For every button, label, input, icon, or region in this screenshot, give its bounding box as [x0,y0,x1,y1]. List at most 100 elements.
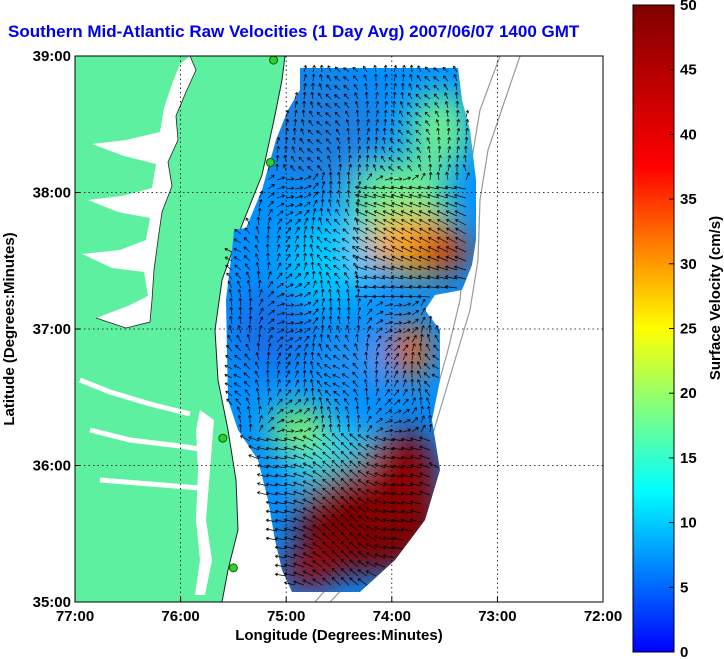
velocity-arrow [454,210,467,217]
velocity-arrow [238,306,243,316]
velocity-arrow [321,315,326,325]
velocity-arrow [357,146,362,154]
velocity-arrow [436,136,441,145]
velocity-arrow [265,518,278,523]
velocity-arrow [417,379,422,388]
velocity-arrow [248,297,253,307]
velocity-arrow [302,369,307,379]
velocity-arrow [381,185,395,190]
velocity-arrow [276,418,285,424]
velocity-arrow [419,436,431,442]
velocity-arrow [238,315,242,325]
velocity-arrow [357,560,368,568]
velocity-arrow [375,127,379,136]
velocity-arrow [427,405,431,415]
velocity-arrow [340,532,350,541]
velocity-arrow [411,426,419,433]
velocity-arrow [365,100,370,109]
velocity-arrow [366,435,377,442]
velocity-arrow [415,121,422,127]
velocity-arrow [435,284,449,289]
velocity-arrow [324,228,332,235]
velocity-arrow [312,289,318,298]
velocity-arrow [234,264,242,271]
velocity-arrow [393,65,398,73]
velocity-arrow [420,307,426,316]
velocity-arrow [437,145,442,154]
velocity-arrow [300,128,305,136]
velocity-arrow [434,334,440,343]
velocity-arrow [255,352,260,361]
velocity-arrow [274,455,287,460]
velocity-arrow [406,111,413,118]
velocity-arrow [374,369,379,379]
velocity-arrow [399,101,404,109]
velocity-arrow [383,518,395,523]
velocity-arrow [419,481,431,487]
sound-water [195,410,214,595]
velocity-arrow [274,437,287,442]
velocity-arrow [333,390,341,397]
velocity-arrow [364,91,369,100]
velocity-arrow [293,526,305,532]
velocity-arrow [266,378,270,388]
velocity-arrow [316,380,323,388]
velocity-arrow [336,415,341,424]
velocity-arrow [267,334,273,343]
velocity-arrow [400,500,413,505]
velocity-arrow [399,185,413,190]
velocity-arrow [311,342,316,352]
velocity-arrow [383,536,395,541]
velocity-arrow [373,246,386,253]
velocity-arrow [346,306,351,316]
velocity-arrow [402,361,407,370]
velocity-arrow [322,523,332,532]
velocity-arrow [424,76,431,82]
velocity-arrow [337,423,341,433]
radar-station-marker [265,157,275,167]
velocity-arrow [307,157,314,163]
velocity-arrow [299,137,305,145]
velocity-arrow [446,236,458,244]
velocity-arrow [365,396,370,406]
velocity-arrow [312,533,323,541]
velocity-arrow [357,443,368,451]
velocity-arrow [391,518,404,523]
velocity-arrow [318,83,323,91]
velocity-arrow [340,478,350,487]
velocity-arrow [341,247,350,253]
velocity-arrow [267,208,273,217]
velocity-arrow [255,379,260,388]
velocity-arrow [319,64,324,73]
velocity-arrow [402,379,407,388]
velocity-arrow [237,325,242,334]
velocity-arrow [331,460,341,469]
velocity-arrow [372,164,377,172]
velocity-arrow [303,234,307,244]
velocity-arrow [463,154,467,163]
velocity-arrow [354,284,368,289]
velocity-arrow [456,145,460,154]
velocity-arrow [312,479,323,487]
velocity-arrow [436,127,440,136]
velocity-arrow [309,234,314,244]
x-tick-label: 73:00 [478,608,516,625]
velocity-arrow [427,210,440,217]
velocity-arrow [352,75,359,82]
velocity-arrow [409,369,414,379]
velocity-arrow [357,533,368,541]
velocity-arrow [316,121,323,127]
radar-station-marker [228,563,238,573]
velocity-arrow [275,154,280,163]
velocity-arrow [331,442,341,451]
velocity-arrow [428,163,433,172]
velocity-arrow [433,67,440,73]
velocity-arrow [303,378,307,388]
velocity-arrow [465,110,470,118]
velocity-arrow [343,344,350,352]
velocity-arrow [427,255,440,262]
velocity-arrow [331,487,341,496]
velocity-arrow [294,218,301,226]
velocity-arrow [436,201,449,208]
velocity-arrow [426,284,440,289]
